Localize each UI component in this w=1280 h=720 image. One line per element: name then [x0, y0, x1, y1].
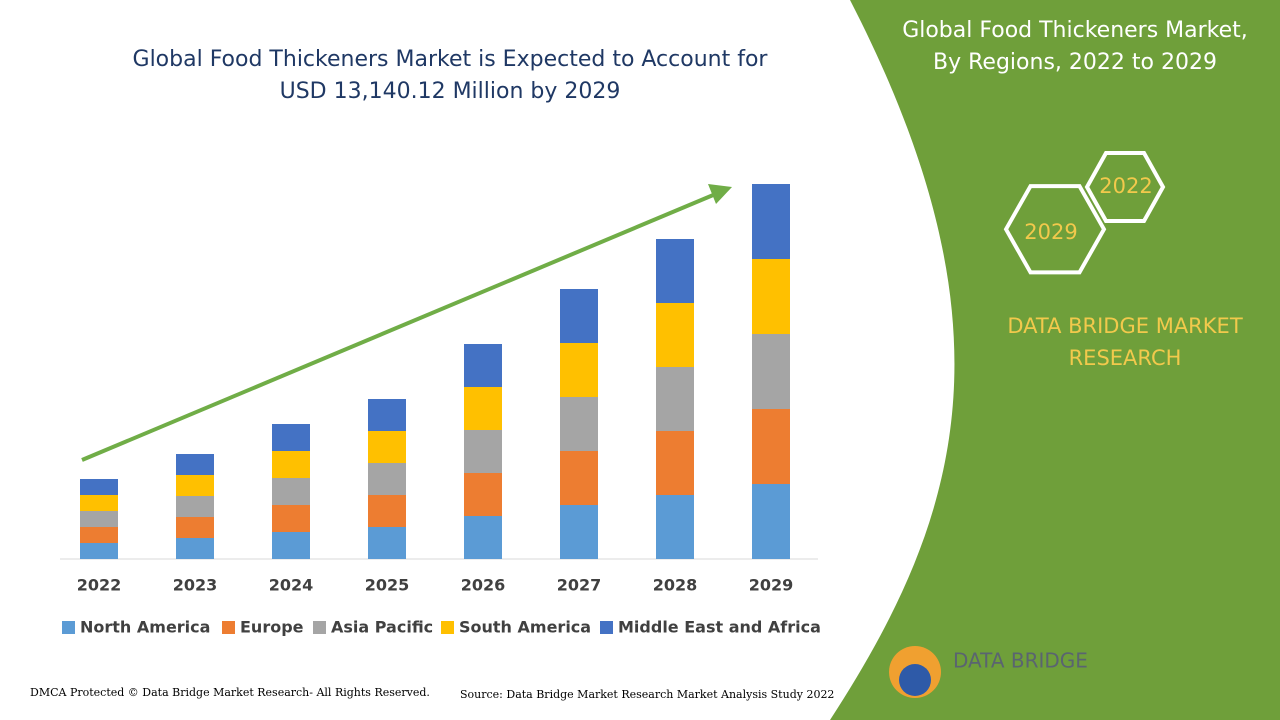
bar-segment	[656, 367, 694, 431]
brand-text: DATA BRIDGE MARKET RESEARCH	[1007, 314, 1243, 370]
bar-segment	[752, 409, 790, 484]
x-tick-label: 2026	[461, 576, 506, 595]
hex-label: 2029	[1024, 220, 1077, 244]
legend-label: Europe	[240, 618, 304, 637]
bar-segment	[368, 463, 406, 495]
legend-swatch	[313, 621, 326, 634]
bar-segment	[176, 538, 214, 559]
bar-segment	[464, 430, 502, 473]
bar-segment	[80, 511, 118, 527]
x-tick-label: 2025	[365, 576, 410, 595]
bar-segment	[80, 527, 118, 543]
legend-label: South America	[459, 618, 591, 637]
x-tick-label: 2029	[749, 576, 794, 595]
legend-label: Middle East and Africa	[618, 618, 821, 637]
legend-swatch	[222, 621, 235, 634]
x-tick-label: 2024	[269, 576, 314, 595]
x-tick-label: 2023	[173, 576, 218, 595]
bar-segment	[464, 516, 502, 559]
bar-segment	[368, 431, 406, 463]
footer-right: Source: Data Bridge Market Research Mark…	[460, 688, 835, 701]
chart-title: Global Food Thickeners Market is Expecte…	[132, 47, 768, 104]
legend-swatch	[600, 621, 613, 634]
legend-swatch	[441, 621, 454, 634]
bar-segment	[560, 289, 598, 343]
bar-segment	[80, 479, 118, 495]
x-tick-label: 2028	[653, 576, 698, 595]
bar-segment	[560, 505, 598, 559]
bar-segment	[368, 527, 406, 559]
side-panel	[830, 0, 1280, 720]
panel-title: Global Food Thickeners Market, By Region…	[902, 18, 1248, 75]
bar-segment	[752, 484, 790, 559]
bar-segment	[464, 473, 502, 516]
hex-label: 2022	[1099, 174, 1152, 198]
legend-swatch	[62, 621, 75, 634]
bar-segment	[656, 303, 694, 367]
bar-segment	[176, 517, 214, 538]
bar-segment	[656, 495, 694, 559]
arrow-head	[708, 184, 732, 204]
bar-segment	[464, 387, 502, 430]
bar-segment	[560, 343, 598, 397]
bar-segment	[176, 475, 214, 496]
bar-segment	[560, 451, 598, 505]
x-tick-label: 2022	[77, 576, 122, 595]
trend-arrow	[81, 191, 719, 462]
bar-segment	[368, 495, 406, 527]
bar-segment	[272, 505, 310, 532]
hexagon	[1003, 184, 1107, 275]
bar-segment	[752, 259, 790, 334]
logo-icon	[899, 664, 931, 696]
bar-segment	[368, 399, 406, 431]
x-tick-label: 2027	[557, 576, 602, 595]
bar-segment	[176, 496, 214, 517]
hexagon	[1084, 151, 1166, 223]
bar-segment	[80, 543, 118, 559]
bar-segment	[272, 424, 310, 451]
bar-segment	[752, 184, 790, 259]
legend-label: North America	[80, 618, 210, 637]
bar-segment	[272, 532, 310, 559]
bar-segment	[80, 495, 118, 511]
bar-segment	[752, 334, 790, 409]
bar-segment	[656, 239, 694, 303]
footer-left: DMCA Protected © Data Bridge Market Rese…	[30, 686, 430, 699]
bar-segment	[656, 431, 694, 495]
bar-segment	[272, 451, 310, 478]
bar-segment	[464, 344, 502, 387]
legend-label: Asia Pacific	[331, 618, 433, 637]
bar-segment	[560, 397, 598, 451]
bar-segment	[176, 454, 214, 475]
logo-text: DATA BRIDGE	[953, 649, 1088, 673]
bar-segment	[272, 478, 310, 505]
